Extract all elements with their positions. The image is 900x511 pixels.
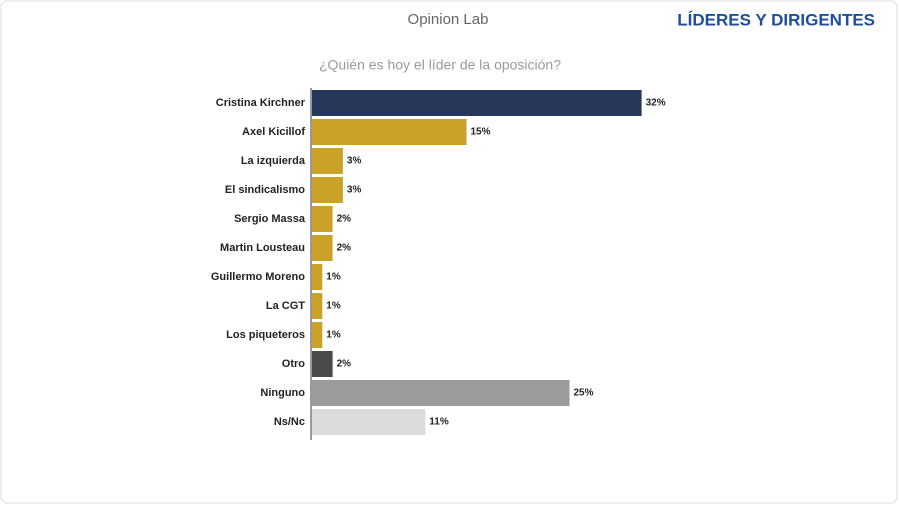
bar	[312, 148, 343, 174]
value-label: 15%	[471, 127, 491, 138]
category-label: Guillermo Moreno	[211, 271, 305, 283]
value-label: 1%	[326, 330, 341, 341]
bar	[312, 351, 333, 377]
category-label: Axel Kicillof	[242, 126, 305, 138]
value-label: 1%	[326, 272, 341, 283]
value-label: 32%	[646, 98, 666, 109]
bar	[312, 90, 642, 116]
bar	[312, 235, 333, 261]
bar	[312, 177, 343, 203]
category-label: El sindicalismo	[225, 184, 305, 196]
value-label: 2%	[337, 214, 352, 225]
category-label: La izquierda	[241, 155, 306, 167]
bar	[312, 264, 323, 290]
value-label: 1%	[326, 301, 341, 312]
category-label: Ninguno	[260, 387, 305, 399]
value-label: 2%	[337, 359, 352, 370]
category-label: Otro	[282, 358, 306, 370]
chart-title: ¿Quién es hoy el líder de la oposición?	[319, 57, 561, 73]
bar	[312, 119, 467, 145]
value-label: 2%	[337, 243, 352, 254]
category-label: Cristina Kirchner	[216, 97, 306, 109]
category-label: Sergio Massa	[234, 213, 306, 225]
bar	[312, 409, 426, 435]
value-label: 3%	[347, 156, 362, 167]
value-label: 11%	[429, 417, 449, 428]
category-label: Ns/Nc	[274, 416, 305, 428]
category-label: Martin Lousteau	[220, 242, 305, 254]
value-label: 25%	[574, 388, 594, 399]
bar	[312, 206, 333, 232]
bar	[312, 293, 323, 319]
section-title: LÍDERES Y DIRIGENTES	[677, 10, 875, 29]
bar	[312, 322, 323, 348]
value-label: 3%	[347, 185, 362, 196]
brand-logo: Opinion Lab	[408, 11, 489, 28]
category-label: Los piqueteros	[226, 329, 305, 341]
category-label: La CGT	[266, 300, 305, 312]
bar	[312, 380, 570, 406]
